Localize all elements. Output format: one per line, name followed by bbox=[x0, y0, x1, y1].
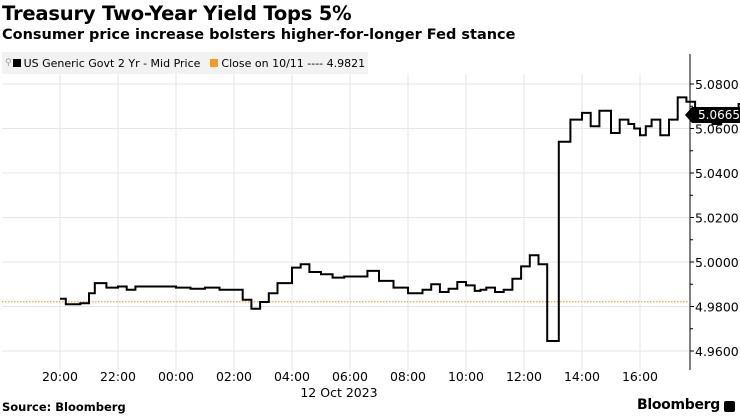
legend-close-label: Close on 10/11 ---- 4.9821 bbox=[221, 56, 366, 70]
x-date-label: 12 Oct 2023 bbox=[300, 385, 377, 400]
x-tick-label: 02:00 bbox=[216, 369, 252, 384]
y-tick-label: 5.0600 bbox=[695, 122, 739, 137]
legend-item-series[interactable]: US Generic Govt 2 Yr - Mid Price bbox=[12, 56, 201, 70]
legend-swatch-series bbox=[12, 59, 21, 67]
x-tick-label: 06:00 bbox=[332, 369, 368, 384]
x-tick-label: 08:00 bbox=[390, 369, 426, 384]
y-tick-label: 5.0000 bbox=[695, 255, 739, 270]
series-line bbox=[60, 96, 740, 342]
x-tick-label: 04:00 bbox=[274, 369, 310, 384]
y-tick-label: 5.0800 bbox=[695, 77, 739, 92]
x-tick-label: 14:00 bbox=[564, 369, 600, 384]
pin-icon[interactable]: ⚲ bbox=[5, 58, 12, 68]
y-tick-label: 5.0400 bbox=[695, 166, 739, 181]
legend: ⚲ US Generic Govt 2 Yr - Mid Price Close… bbox=[2, 52, 368, 74]
legend-series-label: US Generic Govt 2 Yr - Mid Price bbox=[23, 56, 201, 70]
y-tick-label: 4.9800 bbox=[695, 300, 739, 315]
chart-subtitle: Consumer price increase bolsters higher-… bbox=[2, 27, 516, 43]
last-price-tag: 5.0665 bbox=[685, 107, 740, 123]
y-tick-label: 5.0200 bbox=[695, 211, 739, 226]
x-tick-label: 10:00 bbox=[448, 369, 484, 384]
x-tick-label: 16:00 bbox=[622, 369, 658, 384]
legend-swatch-close bbox=[210, 59, 219, 67]
x-tick-label: 12:00 bbox=[506, 369, 542, 384]
x-tick-label: 20:00 bbox=[42, 369, 78, 384]
chart-title: Treasury Two-Year Yield Tops 5% bbox=[2, 2, 352, 25]
x-tick-label: 22:00 bbox=[100, 369, 136, 384]
y-tick-label: 4.9600 bbox=[695, 344, 739, 359]
brand-logo: Bloomberg bbox=[636, 397, 720, 413]
x-tick-label: 00:00 bbox=[158, 369, 194, 384]
legend-item-close[interactable]: Close on 10/11 ---- 4.9821 bbox=[210, 57, 365, 70]
source-note: Source: Bloomberg bbox=[2, 400, 126, 414]
bloomberg-chart-icon bbox=[724, 401, 735, 412]
